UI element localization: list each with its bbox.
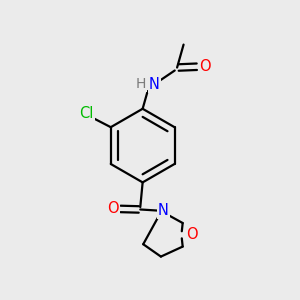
Text: Cl: Cl (80, 106, 94, 122)
Text: N: N (149, 77, 160, 92)
Text: O: O (107, 201, 118, 216)
Text: O: O (187, 227, 198, 242)
Text: H: H (136, 77, 146, 91)
Text: O: O (199, 59, 211, 74)
Text: N: N (158, 203, 169, 218)
